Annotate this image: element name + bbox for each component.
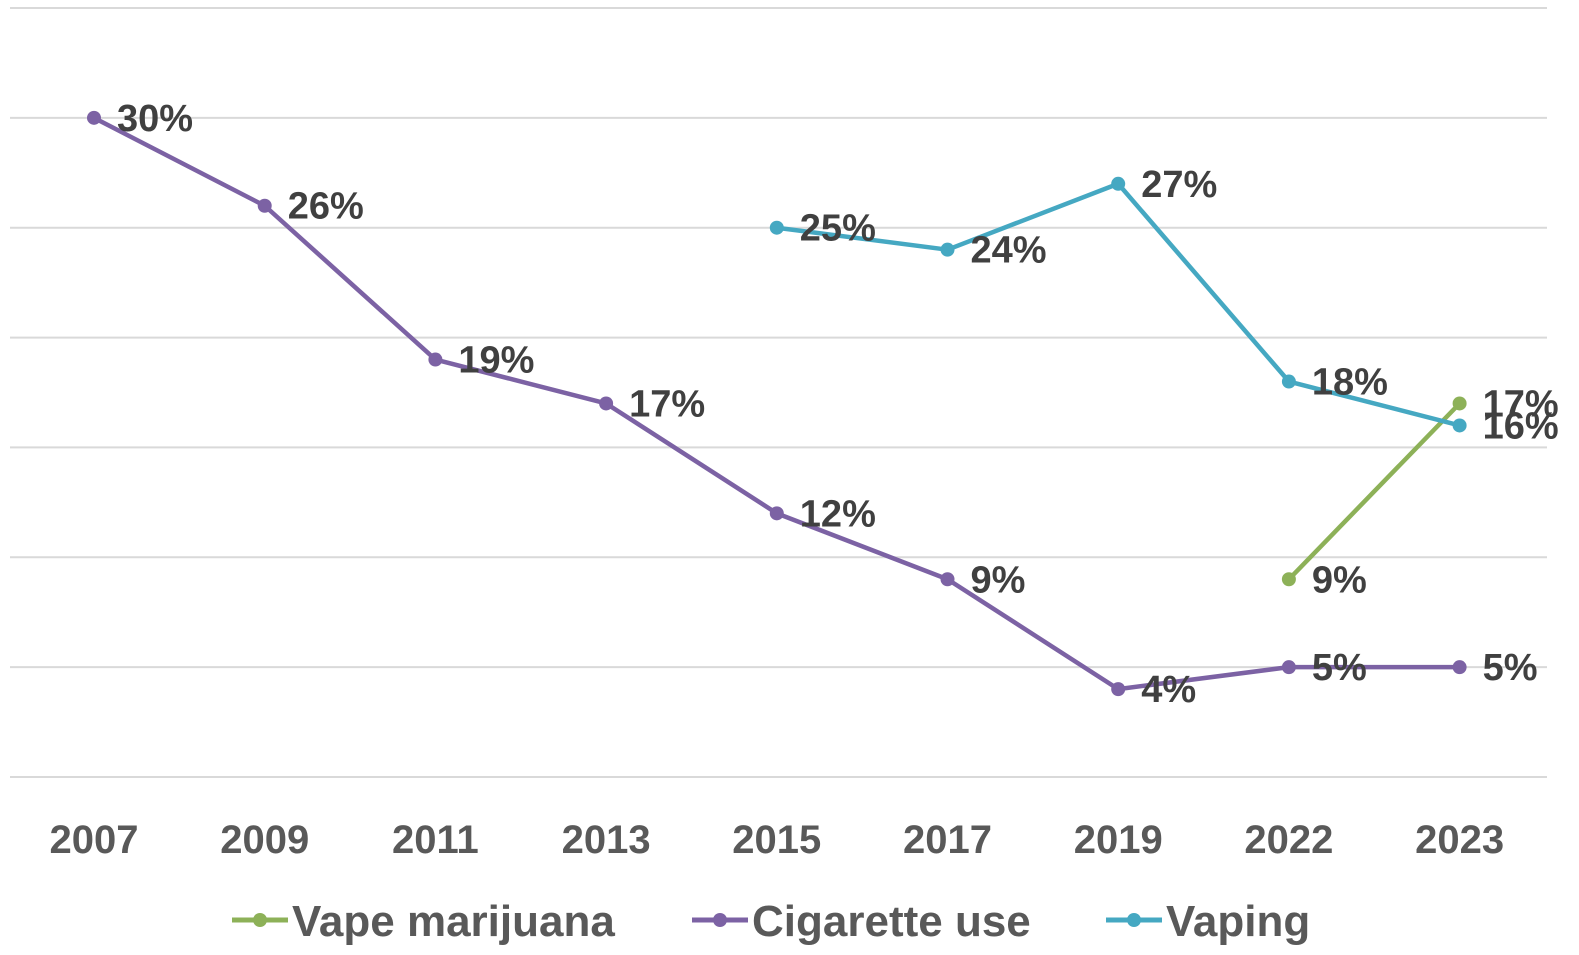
vape-marijuana-marker [1281, 572, 1296, 587]
vape-marijuana-legend-label: Vape marijuana [292, 897, 615, 946]
x-tick-label: 2023 [1415, 818, 1504, 862]
cigarette-use-data-label: 26% [288, 186, 364, 228]
vape-marijuana-marker [1452, 396, 1467, 411]
data-labels: 9% 17% 30% 26% 19% 17% 12% 9% 4% 5% 5% 25% 24% 27% 18%… [117, 98, 1559, 711]
vaping-data-label: 27% [1141, 164, 1217, 206]
cigarette-use-marker [769, 506, 784, 521]
x-tick-label: 2007 [50, 818, 139, 862]
x-tick-label: 2009 [220, 818, 309, 862]
cigarette-use-marker [1111, 682, 1126, 697]
vaping-legend-marker [1127, 913, 1141, 927]
vaping-marker [1452, 418, 1467, 433]
vaping-data-label: 18% [1312, 362, 1388, 404]
vaping-marker [769, 220, 784, 235]
vaping-legend-label: Vaping [1166, 897, 1310, 946]
cigarette-use-marker [257, 198, 272, 213]
vaping-marker [1281, 374, 1296, 389]
x-tick-label: 2019 [1074, 818, 1163, 862]
cigarette-use-legend-label: Cigarette use [752, 897, 1031, 946]
cigarette-use-data-label: 9% [971, 559, 1026, 601]
cigarette-use-data-label: 19% [458, 340, 534, 382]
x-tick-label: 2017 [903, 818, 992, 862]
cigarette-use-data-label: 30% [117, 98, 193, 140]
vaping-data-label: 16% [1483, 405, 1559, 447]
x-tick-label: 2022 [1244, 818, 1333, 862]
cigarette-use-marker [599, 396, 614, 411]
cigarette-use-legend-marker [713, 913, 727, 927]
vaping-data-label: 24% [971, 230, 1047, 272]
vape-marijuana-line [1286, 401, 1462, 582]
x-tick-label: 2011 [392, 818, 479, 862]
cigarette-use-data-label: 12% [800, 493, 876, 535]
cigarette-use-marker [1281, 660, 1296, 675]
cigarette-use-data-label: 4% [1141, 669, 1196, 711]
cigarette-use-marker [1452, 660, 1467, 675]
vaping-marker [1111, 176, 1126, 191]
vape-marijuana-data-label: 9% [1312, 559, 1367, 601]
cigarette-use-data-label: 5% [1483, 647, 1538, 689]
cigarette-use-data-label: 5% [1312, 647, 1367, 689]
vaping-marker [940, 242, 955, 257]
vaping-data-label: 25% [800, 208, 876, 250]
legend: Vape marijuana Cigarette use Vaping [232, 897, 1310, 946]
cigarette-use-marker [428, 352, 443, 367]
x-tick-label: 2015 [732, 818, 821, 862]
cigarette-use-data-label: 17% [629, 383, 705, 425]
x-axis-ticks: 2007 2009 2011 2013 2015 2017 2019 2022 2023 [50, 818, 1505, 862]
x-tick-label: 2013 [562, 818, 651, 862]
vape-marijuana-data-label: 17% [1483, 383, 1559, 425]
cigarette-use-marker [940, 572, 955, 587]
cigarette-use-marker [87, 110, 101, 125]
vape-marijuana-legend-marker [253, 913, 267, 927]
series-layer [87, 110, 1467, 697]
